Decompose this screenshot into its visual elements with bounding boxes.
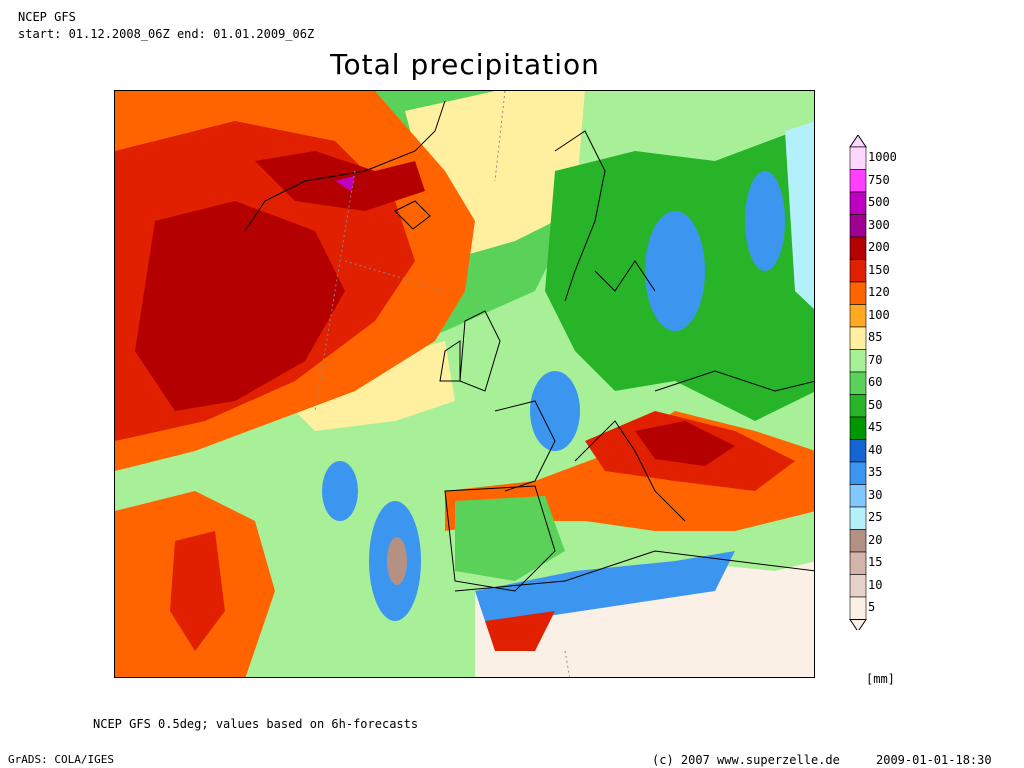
coast-norway <box>554 130 606 302</box>
legend-label: 30 <box>868 487 883 502</box>
area-africa-red <box>485 611 555 651</box>
legend-label: 35 <box>868 465 883 479</box>
period-label: start: 01.12.2008_06Z end: 01.01.2009_06… <box>18 27 315 41</box>
legend-swatch <box>849 281 867 305</box>
legend-bar <box>849 135 867 630</box>
legend-swatch <box>849 259 867 283</box>
coast-africa <box>454 550 814 592</box>
area-africa-blue <box>475 551 735 621</box>
legend-swatch <box>849 191 867 215</box>
legend-label: 20 <box>868 532 883 547</box>
area-south-red <box>170 531 225 651</box>
legend-swatch <box>849 304 867 328</box>
area-blue-ocean-2 <box>322 461 358 521</box>
legend-label: 50 <box>868 397 883 412</box>
legend-swatch <box>849 416 867 440</box>
legend-label: 5 <box>868 600 876 614</box>
legend-swatch <box>849 574 867 598</box>
legend-swatch <box>849 394 867 418</box>
legend-label: 1000 <box>868 150 897 164</box>
area-yellow-mid <box>275 341 455 431</box>
coast-iceland <box>394 200 431 230</box>
legend-swatch <box>849 214 867 238</box>
area-iberia <box>455 496 565 581</box>
area-east-cyan <box>785 121 814 310</box>
grads-label: GrADS: COLA/IGES <box>8 753 114 766</box>
legend-label: 100 <box>868 307 890 322</box>
legend-label: 25 <box>868 510 883 524</box>
area-med-darkred <box>635 421 735 466</box>
precipitation-map-graphic <box>115 91 814 677</box>
chart-title: Total precipitation <box>330 48 600 81</box>
legend-label: 200 <box>868 240 890 254</box>
legend-label: 500 <box>868 195 890 209</box>
coast-britain <box>459 310 501 392</box>
coast-italy <box>574 420 686 522</box>
legend-swatch <box>849 529 867 553</box>
coast-baltic <box>594 260 656 292</box>
model-label: NCEP GFS <box>18 10 76 24</box>
legend-label: 10 <box>868 577 883 592</box>
legend-swatch <box>849 596 867 620</box>
legend-label: 60 <box>868 375 883 389</box>
legend-swatch <box>849 169 867 193</box>
area-atlantic-darkred <box>135 201 345 411</box>
legend-swatch <box>849 349 867 373</box>
footer-note: NCEP GFS 0.5deg; values based on 6h-fore… <box>93 717 419 731</box>
area-purple <box>335 176 355 191</box>
legend-swatch <box>849 439 867 463</box>
legend-label: 45 <box>868 420 883 434</box>
area-europe-blue-2 <box>745 171 785 271</box>
legend-arrow-top <box>849 135 867 148</box>
legend-label: 40 <box>868 442 883 457</box>
legend-swatch <box>849 506 867 530</box>
color-legend: 1000 750 500 300 200 150 120 100 85 70 60 50 45 40 35 3… <box>848 135 908 630</box>
legend-swatch <box>849 484 867 508</box>
legend-label: 300 <box>868 217 890 232</box>
area-europe-blue <box>645 211 705 331</box>
unit-label: [mm] <box>866 672 895 686</box>
coast-balkans <box>654 370 814 392</box>
legend-swatch <box>849 326 867 350</box>
copyright-label: (c) 2007 www.superzelle.de <box>652 753 840 767</box>
coast-ireland <box>439 340 461 382</box>
dotted-lines <box>314 91 571 677</box>
legend-swatch <box>849 461 867 485</box>
legend-swatch <box>849 236 867 260</box>
coast-france <box>494 400 556 492</box>
coast-iberia <box>444 485 556 592</box>
precipitation-map <box>114 90 815 678</box>
legend-label: 150 <box>868 262 890 277</box>
legend-label: 85 <box>868 330 883 344</box>
legend-label: 15 <box>868 555 883 569</box>
legend-arrow-bottom <box>849 619 867 630</box>
legend-label: 70 <box>868 352 883 367</box>
legend-label: 750 <box>868 172 890 187</box>
legend-label: 120 <box>868 285 890 299</box>
area-brown-ocean <box>387 537 407 585</box>
coast-greenland <box>244 100 446 232</box>
timestamp-label: 2009-01-01-18:30 <box>876 753 992 767</box>
legend-swatch <box>849 371 867 395</box>
legend-swatch <box>849 146 867 170</box>
coastlines <box>244 100 814 592</box>
legend-swatch <box>849 551 867 575</box>
area-france-blue <box>530 371 580 451</box>
